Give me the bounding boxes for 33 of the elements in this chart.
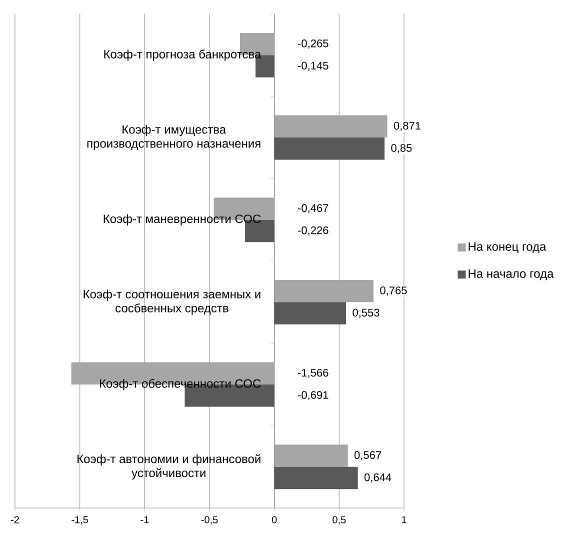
data-label: -0,145 — [298, 62, 328, 71]
bar — [274, 466, 358, 490]
data-label: -0,226 — [298, 226, 328, 236]
bar — [274, 302, 346, 324]
data-label: -0,691 — [298, 391, 328, 400]
x-tick-label: 0 — [272, 516, 277, 524]
data-label: -0,467 — [298, 204, 328, 214]
x-tick-label: -0,5 — [201, 516, 218, 524]
data-label: 0,765 — [380, 286, 407, 296]
y-tick-label: Коэф-т автономии и финансовой устойчивости — [78, 454, 260, 480]
x-tick-label: 0,5 — [332, 516, 346, 524]
legend-label: На конец года — [468, 242, 546, 254]
y-tick-label: Коэф-т имущества производственного назначения — [87, 124, 260, 150]
bar — [274, 115, 388, 138]
legend-label: На начало года — [468, 270, 554, 280]
data-label: 0,85 — [391, 144, 412, 154]
x-tick-label: -1 — [140, 516, 149, 524]
y-tick-label: Коэф-т соотношения заемных и сосбвенных средств — [84, 290, 260, 315]
data-label: 0,567 — [354, 451, 382, 460]
x-tick-label: -2 — [10, 516, 19, 524]
bar — [274, 444, 348, 467]
data-label: 0,644 — [364, 473, 392, 482]
bar — [274, 138, 385, 160]
data-label: -1,566 — [298, 368, 328, 378]
y-tick-label: Коэф-т маневренности СОС — [104, 214, 261, 226]
x-tick-label: -1,5 — [72, 516, 88, 524]
data-label: 0,553 — [352, 308, 380, 318]
y-tick-label: Коэф-т обеспеченности СОС — [100, 378, 261, 390]
y-tick-label: Коэф-т прогноза банкротсва — [104, 50, 262, 61]
bar — [274, 280, 374, 302]
data-label: 0,871 — [394, 122, 420, 131]
x-tick-label: 1 — [402, 516, 406, 524]
data-label: -0,265 — [298, 40, 328, 49]
